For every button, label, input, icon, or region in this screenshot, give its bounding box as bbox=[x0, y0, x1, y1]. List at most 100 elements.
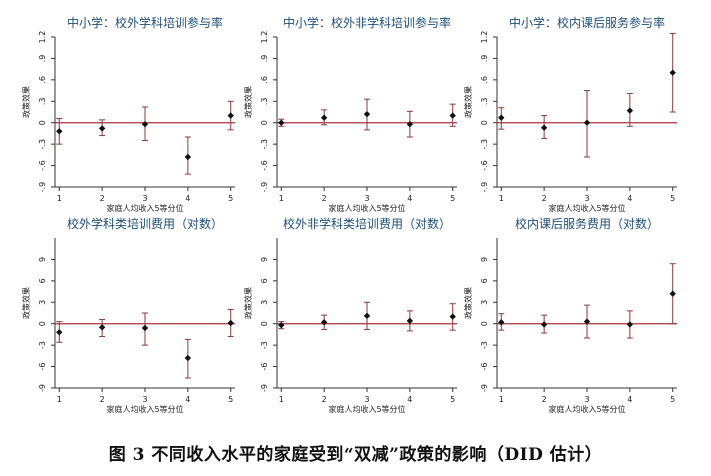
x-tick-label: 3 bbox=[142, 395, 147, 404]
x-axis-label: 家庭人均收入5等分位 bbox=[548, 404, 625, 414]
y-tick-label: -3 bbox=[38, 341, 47, 349]
y-tick-label: -3 bbox=[260, 341, 269, 349]
y-tick-label: 1.2 bbox=[260, 31, 269, 44]
y-tick-label: 0 bbox=[260, 120, 269, 125]
y-tick-label: -6 bbox=[260, 363, 269, 371]
point-estimate bbox=[141, 324, 149, 332]
point-estimate bbox=[583, 119, 591, 126]
y-tick-label: .9 bbox=[38, 55, 47, 63]
y-tick-label: 0 bbox=[480, 321, 489, 326]
point-estimate bbox=[540, 321, 548, 328]
point-estimate bbox=[278, 119, 285, 126]
y-tick-label: 0 bbox=[480, 120, 489, 125]
x-tick-label: 2 bbox=[322, 194, 327, 203]
panel-grid: 中小学：校外学科培训参与率 1.2 .9 .6 .3 0 -.3 -.6 -.9 政策效果 1 2 3 4… bbox=[21, 15, 677, 414]
y-tick-label: -9 bbox=[480, 384, 489, 392]
x-tick-label: 3 bbox=[364, 395, 369, 404]
y-tick-label: -.6 bbox=[480, 160, 489, 171]
x-tick-label: 4 bbox=[185, 194, 190, 203]
y-tick-label: 3 bbox=[38, 300, 47, 305]
figure-caption: 图 3 不同收入水平的家庭受到“双减”政策的影响（DID 估计） bbox=[108, 445, 603, 465]
x-tick-label: 3 bbox=[364, 194, 369, 203]
y-tick-label: .6 bbox=[260, 76, 269, 84]
x-tick-label: 3 bbox=[584, 395, 589, 404]
y-tick-label: .9 bbox=[480, 55, 489, 63]
y-tick-label: 3 bbox=[480, 300, 489, 305]
panel-4: 校外学科类培训费用（对数） 9 6 3 0 -3 -6 -9 政策效果 1 2 3 4 5 家庭人均收入5等… bbox=[21, 216, 235, 414]
point-estimate bbox=[278, 321, 285, 329]
x-tick-label: 2 bbox=[100, 194, 105, 203]
y-tick-label: -.3 bbox=[480, 139, 489, 150]
y-tick-label: 0 bbox=[260, 321, 269, 326]
point-estimate bbox=[98, 125, 106, 132]
panel-title: 中小学：校外学科培训参与率 bbox=[67, 15, 223, 30]
point-estimate bbox=[669, 290, 676, 297]
y-tick-label: 6 bbox=[480, 278, 489, 283]
y-tick-label: -9 bbox=[260, 384, 269, 392]
y-tick-label: -.9 bbox=[480, 182, 489, 193]
point-estimate bbox=[498, 319, 505, 326]
y-tick-label: -.9 bbox=[38, 182, 47, 193]
y-tick-label: 3 bbox=[260, 300, 269, 305]
y-tick-label: .3 bbox=[260, 97, 269, 105]
y-tick-label: 9 bbox=[38, 257, 47, 262]
y-tick-label: .3 bbox=[38, 97, 47, 105]
x-axis-label: 家庭人均收入5等分位 bbox=[106, 404, 183, 414]
point-estimate bbox=[449, 112, 456, 119]
y-axis-label: 政策效果 bbox=[463, 86, 473, 118]
point-estimate bbox=[406, 120, 414, 128]
y-tick-label: 0 bbox=[38, 120, 47, 125]
x-tick-label: 4 bbox=[407, 194, 412, 203]
panel-5: 校外非学科类培训费用（对数） 9 6 3 0 -3 -6 -9 政策效果 1 2 3 4 5 家庭人均收入5… bbox=[243, 216, 457, 414]
y-axis-label: 政策效果 bbox=[21, 287, 31, 319]
point-estimate bbox=[227, 112, 234, 119]
x-tick-label: 1 bbox=[57, 194, 62, 203]
y-axis-label: 政策效果 bbox=[243, 86, 253, 118]
point-estimate bbox=[406, 317, 414, 325]
panel-title: 中小学：校外非学科培训参与率 bbox=[283, 15, 451, 30]
point-estimate bbox=[56, 329, 63, 336]
x-tick-label: 5 bbox=[228, 395, 233, 404]
y-tick-label: -6 bbox=[480, 363, 489, 371]
panel-6: 校内课后服务费用（对数） 9 6 3 0 -3 -6 -9 政策效果 1 2 3 4 5 家庭人均收入5等分… bbox=[463, 216, 677, 414]
x-tick-label: 2 bbox=[322, 395, 327, 404]
y-tick-label: .3 bbox=[480, 97, 489, 105]
x-tick-label: 2 bbox=[542, 395, 547, 404]
x-tick-label: 2 bbox=[542, 194, 547, 203]
point-estimate bbox=[583, 318, 591, 325]
point-estimate bbox=[498, 114, 505, 121]
y-tick-label: 9 bbox=[480, 257, 489, 262]
y-tick-label: 9 bbox=[260, 257, 269, 262]
x-tick-label: 4 bbox=[627, 395, 632, 404]
y-tick-label: -.3 bbox=[260, 139, 269, 150]
y-tick-label: -6 bbox=[38, 363, 47, 371]
y-axis-label: 政策效果 bbox=[21, 86, 31, 118]
x-axis-label: 家庭人均收入5等分位 bbox=[106, 203, 183, 213]
x-tick-label: 5 bbox=[670, 395, 675, 404]
point-estimate bbox=[56, 128, 63, 135]
y-tick-label: -.6 bbox=[260, 160, 269, 171]
y-tick-label: 6 bbox=[260, 278, 269, 283]
x-tick-label: 4 bbox=[185, 395, 190, 404]
panel-title: 校外非学科类培训费用（对数） bbox=[283, 216, 451, 231]
y-tick-label: -.9 bbox=[260, 182, 269, 193]
panel-title: 中小学：校内课后服务参与率 bbox=[509, 15, 665, 30]
point-estimate bbox=[184, 153, 192, 161]
point-estimate bbox=[98, 324, 106, 331]
y-tick-label: 0 bbox=[38, 321, 47, 326]
x-tick-label: 4 bbox=[627, 194, 632, 203]
x-tick-label: 5 bbox=[450, 395, 455, 404]
x-tick-label: 1 bbox=[57, 395, 62, 404]
point-estimate bbox=[320, 319, 328, 326]
point-estimate bbox=[141, 120, 149, 128]
x-tick-label: 5 bbox=[228, 194, 233, 203]
x-axis-label: 家庭人均收入5等分位 bbox=[328, 404, 405, 414]
x-axis-label: 家庭人均收入5等分位 bbox=[548, 203, 625, 213]
y-tick-label: .6 bbox=[38, 76, 47, 84]
y-axis-label: 政策效果 bbox=[463, 287, 473, 319]
y-tick-label: -.3 bbox=[38, 139, 47, 150]
y-tick-label: 1.2 bbox=[480, 31, 489, 44]
y-tick-label: -9 bbox=[38, 384, 47, 392]
x-axis-label: 家庭人均收入5等分位 bbox=[328, 203, 405, 213]
